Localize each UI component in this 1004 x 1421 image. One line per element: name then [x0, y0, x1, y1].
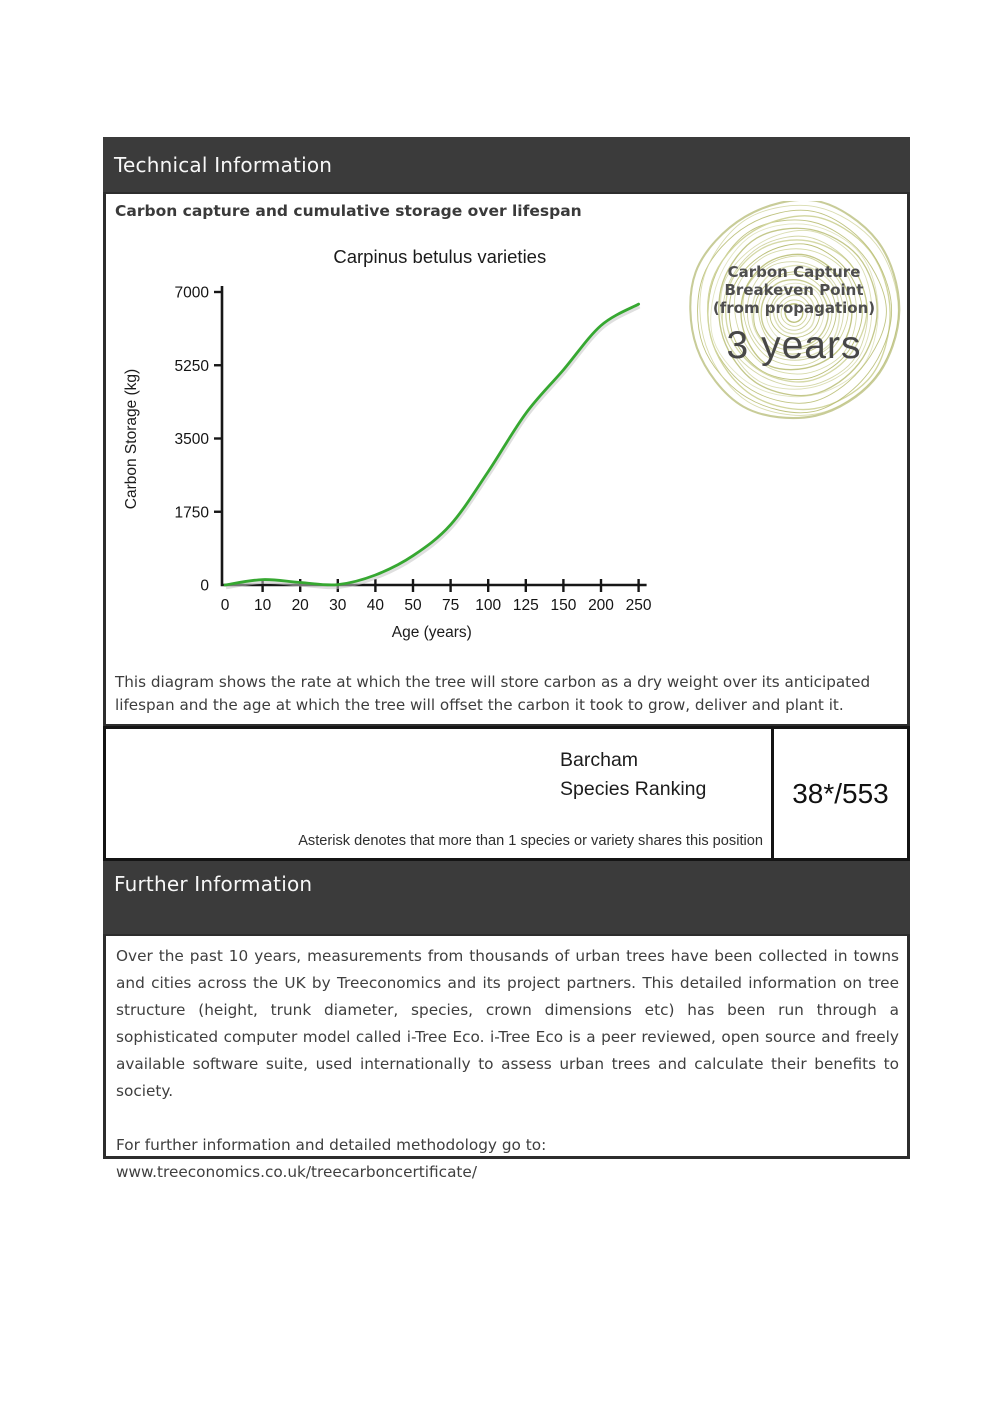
further-information-panel: Over the past 10 years, measurements fro…: [103, 934, 910, 1181]
further-information-title: Further Information: [114, 872, 313, 896]
ranking-value: 38*/553: [792, 777, 889, 809]
svg-text:40: 40: [367, 597, 385, 614]
svg-text:7000: 7000: [175, 285, 210, 302]
further-information-paragraph: Over the past 10 years, measurements fro…: [116, 947, 899, 1100]
breakeven-label-line3: (from propagation): [712, 299, 876, 317]
curve-shadow: [225, 305, 641, 590]
svg-text:125: 125: [513, 597, 539, 614]
carbon-storage-curve: [223, 302, 640, 587]
axes: [220, 286, 647, 587]
svg-text:30: 30: [329, 597, 347, 614]
chart-heading: Carbon capture and cumulative storage ov…: [115, 202, 582, 220]
breakeven-value: 3 years: [726, 324, 862, 367]
svg-text:5250: 5250: [175, 358, 210, 375]
svg-text:10: 10: [254, 597, 272, 614]
chart-title: Carpinus betulus varieties: [333, 246, 546, 267]
ranking-panel: Barcham Species Ranking Asterisk denotes…: [103, 726, 910, 861]
svg-text:1750: 1750: [175, 504, 210, 521]
ranking-label: Barcham Species Ranking: [560, 746, 706, 803]
svg-text:3500: 3500: [175, 431, 210, 448]
svg-text:0: 0: [200, 578, 209, 595]
chart-description: This diagram shows the rate at which the…: [115, 673, 871, 714]
ranking-left-cell: Barcham Species Ranking Asterisk denotes…: [106, 729, 774, 858]
tree-rings-icon: [689, 201, 901, 420]
technical-information-title: Technical Information: [114, 152, 333, 177]
further-information-body: Over the past 10 years, measurements fro…: [116, 943, 899, 1186]
technical-information-header: Technical Information: [103, 137, 910, 192]
y-axis-label: Carbon Storage (kg): [123, 369, 140, 509]
svg-text:75: 75: [442, 597, 459, 614]
further-information-link-line: For further information and detailed met…: [116, 1136, 547, 1181]
svg-text:250: 250: [626, 597, 652, 614]
x-axis-label: Age (years): [392, 624, 472, 641]
svg-text:50: 50: [404, 597, 422, 614]
chart-panel: Carbon capture and cumulative storage ov…: [103, 192, 910, 726]
ranking-label-line2: Species Ranking: [560, 777, 707, 800]
svg-text:100: 100: [475, 597, 501, 614]
svg-text:150: 150: [550, 597, 576, 614]
svg-text:0: 0: [221, 597, 230, 614]
ranking-footnote: Asterisk denotes that more than 1 specie…: [298, 833, 763, 849]
breakeven-badge: Carbon Capture Breakeven Point (from pro…: [684, 201, 904, 423]
svg-text:20: 20: [292, 597, 310, 614]
ranking-label-line1: Barcham: [560, 749, 639, 771]
ranking-value-cell: 38*/553: [774, 729, 907, 858]
breakeven-label-line2: Breakeven Point: [724, 281, 864, 299]
further-information-header: Further Information: [103, 861, 910, 934]
carbon-storage-chart: Carpinus betulus varieties Age (years) Car…: [123, 246, 652, 641]
breakeven-text: Carbon Capture Breakeven Point (from pro…: [684, 263, 904, 368]
breakeven-label-line1: Carbon Capture: [727, 263, 861, 281]
svg-text:200: 200: [588, 597, 614, 614]
